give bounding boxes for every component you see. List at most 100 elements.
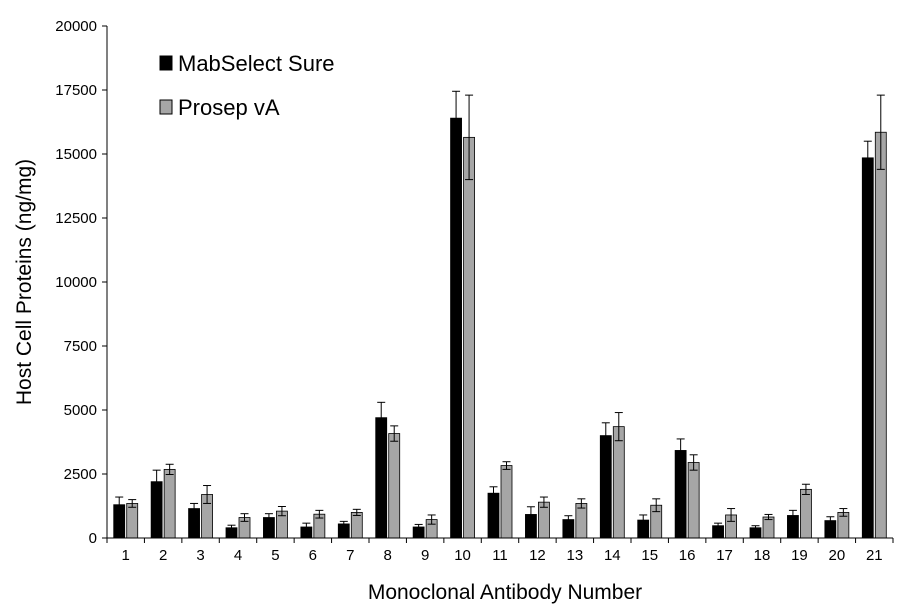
error-bar-mabselect-sure-6 [302,522,311,532]
error-bar-mabselect-sure-16 [676,438,685,463]
bar-mabselect-sure-14 [599,435,612,539]
x-tick-label: 17 [716,547,733,564]
legend: MabSelect Sure Prosep vA [159,51,335,120]
error-bar-mabselect-sure-9 [414,523,423,531]
bar-prosep-va-2 [163,468,176,539]
y-tick-label: 20000 [55,18,97,35]
x-axis-title: Monoclonal Antibody Number [368,581,642,604]
bar-mabselect-sure-10 [450,117,462,539]
x-tick-label: 20 [829,547,846,564]
y-tick-label: 2500 [64,466,97,483]
error-bar-mabselect-sure-17 [714,522,723,529]
x-tick-label: 1 [122,547,130,564]
x-tick-label: 15 [641,547,658,564]
y-axis-ticks: 0 2500 5000 7500 10000 12500 15000 17500 20000 [55,18,107,547]
x-tick-label: 11 [492,547,508,564]
bar-prosep-va-13 [575,503,588,539]
error-bar-prosep-va-17 [727,508,736,522]
error-bar-mabselect-sure-4 [227,524,236,531]
bar-prosep-va-8 [388,433,401,539]
error-bar-prosep-va-10 [465,94,474,181]
bar-prosep-va-14 [612,426,625,539]
error-bar-prosep-va-8 [390,425,399,442]
error-bar-prosep-va-12 [539,496,548,508]
legend-item-mabselect-sure: MabSelect Sure [159,51,335,76]
error-bar-prosep-va-9 [427,514,436,525]
bar-mabselect-sure-16 [674,450,687,539]
error-bar-prosep-va-7 [352,508,361,516]
error-bar-mabselect-sure-14 [601,422,610,449]
error-bar-prosep-va-11 [502,461,511,470]
bar-prosep-va-19 [800,488,812,539]
error-bar-mabselect-sure-12 [526,506,535,523]
y-tick-label: 17500 [55,82,97,99]
x-tick-label: 8 [384,547,392,564]
error-bar-mabselect-sure-2 [152,469,161,494]
error-bar-prosep-va-4 [240,513,249,522]
bar-mabselect-sure-21 [861,157,874,539]
y-axis-title: Host Cell Proteins (ng/mg) [13,159,36,405]
x-tick-label: 14 [604,547,621,564]
error-bar-prosep-va-14 [614,412,623,442]
x-tick-label: 2 [159,547,167,564]
error-bar-mabselect-sure-21 [863,140,872,175]
error-bar-prosep-va-13 [577,498,586,509]
error-bar-mabselect-sure-7 [339,520,348,527]
y-tick-label: 15000 [55,146,97,163]
bar-mabselect-sure-8 [375,417,388,539]
x-tick-label: 10 [454,547,471,564]
error-bar-mabselect-sure-1 [115,496,124,513]
y-tick-label: 7500 [64,338,97,355]
error-bar-prosep-va-1 [128,499,137,508]
x-tick-label: 13 [567,547,584,564]
error-bar-mabselect-sure-18 [751,525,760,531]
error-bar-prosep-va-5 [277,506,286,517]
error-bar-prosep-va-16 [689,454,698,471]
bar-prosep-va-11 [500,465,513,539]
error-bar-mabselect-sure-3 [190,502,199,515]
x-tick-label: 16 [679,547,696,564]
error-bar-prosep-va-18 [764,513,773,521]
error-bar-prosep-va-6 [315,509,324,519]
legend-swatch-prosep-va [159,99,173,115]
bar-prosep-va-10 [463,136,475,539]
error-bar-mabselect-sure-11 [489,486,498,501]
error-bar-prosep-va-21 [876,94,885,170]
error-bar-mabselect-sure-19 [788,509,797,522]
legend-label-mabselect-sure: MabSelect Sure [178,51,335,76]
error-bar-prosep-va-19 [801,483,810,495]
bar-prosep-va-1 [126,503,139,539]
bar-prosep-va-7 [350,512,363,539]
x-tick-label: 3 [196,547,204,564]
error-bar-prosep-va-3 [203,485,212,504]
y-tick-label: 5000 [64,402,97,419]
y-tick-label: 12500 [55,210,97,227]
x-tick-label: 18 [754,547,771,564]
error-bars [115,90,885,532]
error-bar-mabselect-sure-15 [639,514,648,526]
x-tick-label: 5 [271,547,279,564]
error-bar-prosep-va-2 [165,463,174,476]
x-tick-label: 9 [421,547,429,564]
error-bar-mabselect-sure-8 [377,401,386,434]
legend-label-prosep-va: Prosep vA [178,95,280,120]
x-tick-label: 19 [791,547,808,564]
x-tick-label: 4 [234,547,242,564]
y-tick-label: 0 [89,530,97,547]
error-bar-mabselect-sure-20 [826,516,835,525]
x-axis-ticks: 1 2 3 4 5 6 7 8 9 10 11 12 13 14 15 16 17 18 19 20 21 [106,538,894,564]
x-tick-label: 6 [309,547,317,564]
bar-prosep-va-21 [874,131,887,539]
error-bar-prosep-va-20 [839,508,848,517]
x-tick-label: 12 [529,547,546,564]
error-bar-mabselect-sure-13 [564,515,573,524]
error-bar-mabselect-sure-5 [264,513,273,522]
bars [113,117,887,539]
legend-item-prosep-va: Prosep vA [159,95,280,120]
x-tick-label: 21 [866,547,883,564]
legend-swatch-mabselect-sure [159,55,173,71]
bar-prosep-va-16 [687,462,700,539]
error-bar-mabselect-sure-10 [452,90,461,146]
bar-prosep-va-18 [762,516,775,539]
